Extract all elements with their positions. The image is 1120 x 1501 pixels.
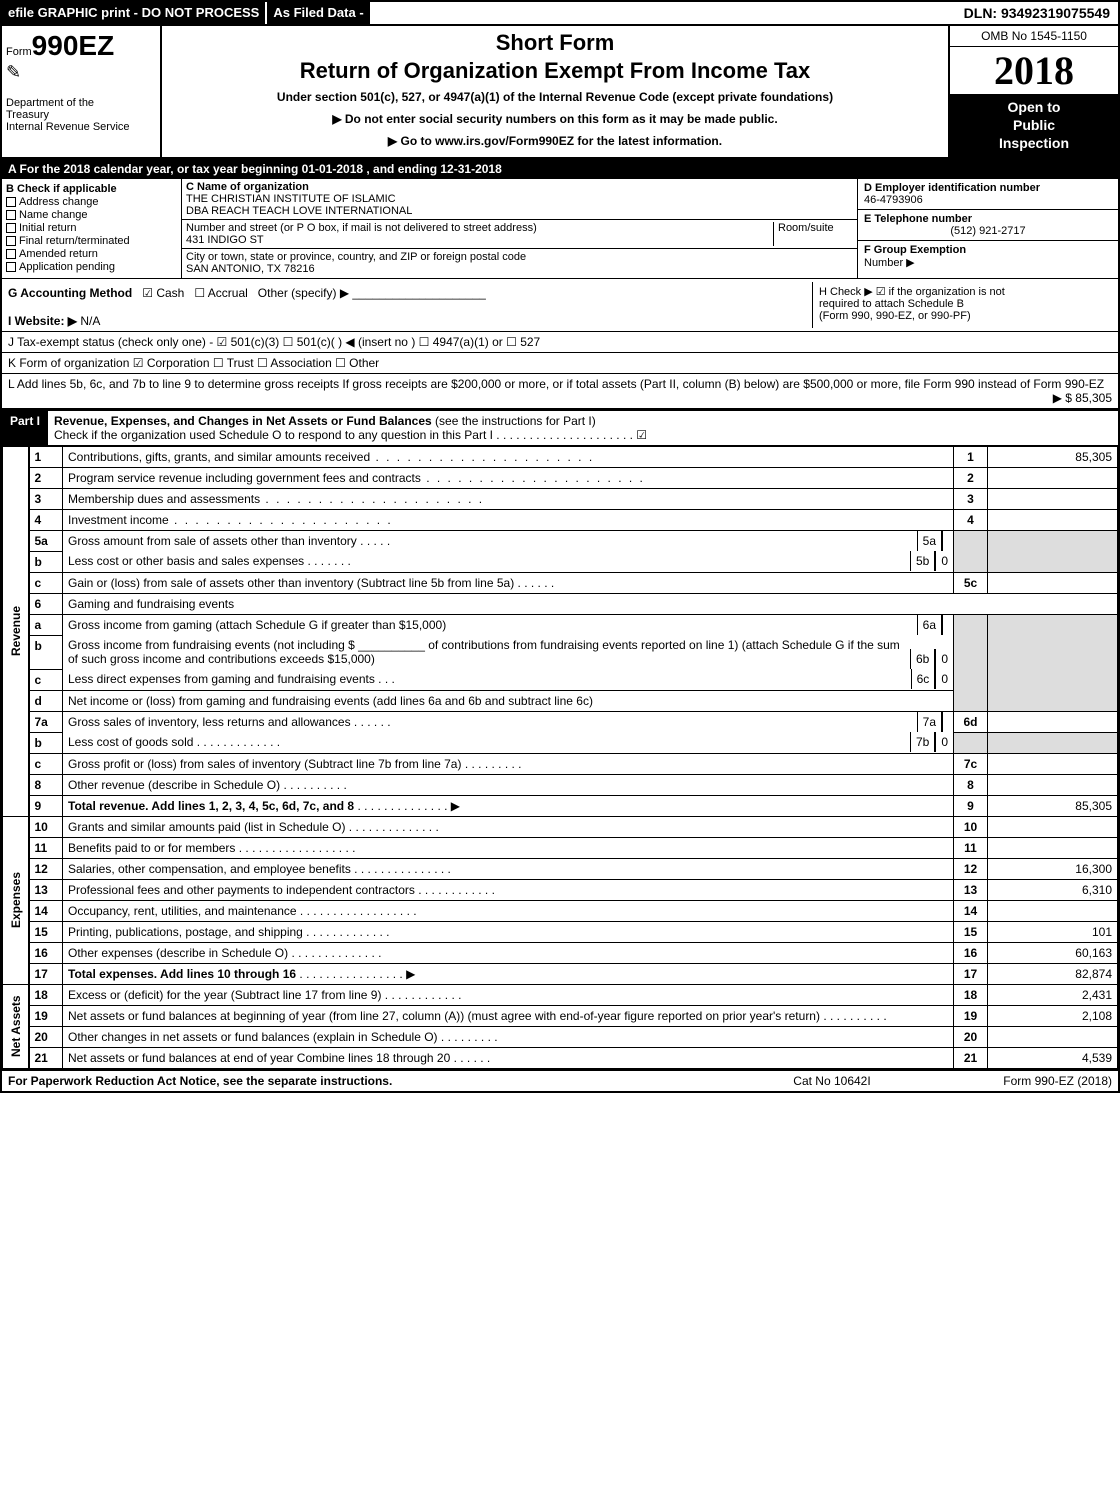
part-1-title: Revenue, Expenses, and Changes in Net As… xyxy=(54,414,432,428)
section-def: D Employer identification number 46-4793… xyxy=(858,179,1118,278)
city-value: SAN ANTONIO, TX 78216 xyxy=(186,263,315,275)
form-number: 990EZ xyxy=(32,30,115,61)
section-c: C Name of organization THE CHRISTIAN INS… xyxy=(182,179,858,278)
as-filed-label: As Filed Data - xyxy=(267,2,369,24)
gross-receipts-amount: 85,305 xyxy=(1075,391,1112,405)
section-b: B Check if applicable Address change Nam… xyxy=(2,179,182,278)
line-1-amount: 85,305 xyxy=(988,446,1118,467)
financial-table: Revenue 1 Contributions, gifts, grants, … xyxy=(2,446,1118,1069)
subtitle: Under section 501(c), 527, or 4947(a)(1)… xyxy=(170,90,940,104)
section-b-title: B Check if applicable xyxy=(6,183,177,195)
title-box: Short Form Return of Organization Exempt… xyxy=(162,26,948,157)
section-h: H Check ▶ ☑ if the organization is not r… xyxy=(812,282,1112,328)
total-expenses-amount: 82,874 xyxy=(988,963,1118,984)
website-label: I Website: ▶ xyxy=(8,314,77,328)
part-1-label: Part I xyxy=(2,411,48,445)
net-assets-eoy-amount: 4,539 xyxy=(988,1047,1118,1068)
goto-link: ▶ Go to www.irs.gov/Form990EZ for the la… xyxy=(170,134,940,148)
group-exemption-label: F Group Exemption xyxy=(864,244,966,256)
group-exemption-number: Number ▶ xyxy=(864,257,915,269)
checkbox-name-change[interactable] xyxy=(6,210,16,220)
row-k: K Form of organization ☑ Corporation ☐ T… xyxy=(8,356,1112,370)
room-suite-label: Room/suite xyxy=(778,222,834,234)
revenue-side-label: Revenue xyxy=(3,446,29,816)
top-bar: efile GRAPHIC print - DO NOT PROCESS As … xyxy=(2,2,1118,26)
section-b-through-f: B Check if applicable Address change Nam… xyxy=(2,179,1118,279)
ssn-warning: ▶ Do not enter social security numbers o… xyxy=(170,112,940,126)
part-1-header: Part I Revenue, Expenses, and Changes in… xyxy=(2,409,1118,446)
dept-line1: Department of the xyxy=(6,97,156,109)
dln-label: DLN: 93492319075549 xyxy=(956,2,1118,24)
phone-value: (512) 921-2717 xyxy=(864,225,1112,237)
accounting-method-label: G Accounting Method xyxy=(8,286,132,300)
website-value: N/A xyxy=(80,314,100,328)
checkbox-amended-return[interactable] xyxy=(6,249,16,259)
checkbox-initial-return[interactable] xyxy=(6,223,16,233)
inspection-notice: Open to Public Inspection xyxy=(950,94,1118,157)
city-label: City or town, state or province, country… xyxy=(186,251,526,263)
checkbox-address-change[interactable] xyxy=(6,197,16,207)
efile-label: efile GRAPHIC print - DO NOT PROCESS xyxy=(2,2,265,24)
short-form-title: Short Form xyxy=(170,30,940,56)
form-page: efile GRAPHIC print - DO NOT PROCESS As … xyxy=(0,0,1120,1093)
form-number-box: Form990EZ ✎ Department of the Treasury I… xyxy=(2,26,162,157)
tax-year: 2018 xyxy=(950,47,1118,94)
row-j: J Tax-exempt status (check only one) - ☑… xyxy=(8,335,1112,349)
ein-label: D Employer identification number xyxy=(864,182,1040,194)
form-prefix: Form xyxy=(6,46,32,58)
checkbox-application-pending[interactable] xyxy=(6,262,16,272)
ein-value: 46-4793906 xyxy=(864,194,923,206)
total-revenue-amount: 85,305 xyxy=(988,795,1118,816)
org-name-label: C Name of organization xyxy=(186,181,309,193)
net-assets-side-label: Net Assets xyxy=(3,984,29,1068)
dept-line3: Internal Revenue Service xyxy=(6,121,156,133)
cat-number: Cat No 10642I xyxy=(732,1074,932,1088)
paperwork-notice: For Paperwork Reduction Act Notice, see … xyxy=(8,1074,732,1088)
checkbox-final-return[interactable] xyxy=(6,236,16,246)
form-page-label: Form 990-EZ (2018) xyxy=(932,1074,1112,1088)
phone-label: E Telephone number xyxy=(864,213,972,225)
form-header: Form990EZ ✎ Department of the Treasury I… xyxy=(2,26,1118,159)
address-label: Number and street (or P O box, if mail i… xyxy=(186,222,537,234)
omb-number: OMB No 1545-1150 xyxy=(950,26,1118,47)
line-1-desc: Contributions, gifts, grants, and simila… xyxy=(63,446,954,467)
row-l: L Add lines 5b, 6c, and 7b to line 9 to … xyxy=(8,377,1112,405)
org-name-1: THE CHRISTIAN INSTITUTE OF ISLAMIC xyxy=(186,193,396,205)
org-name-2: DBA REACH TEACH LOVE INTERNATIONAL xyxy=(186,205,412,217)
year-box: OMB No 1545-1150 2018 Open to Public Ins… xyxy=(948,26,1118,157)
page-footer: For Paperwork Reduction Act Notice, see … xyxy=(2,1069,1118,1091)
street-address: 431 INDIGO ST xyxy=(186,234,264,246)
expenses-side-label: Expenses xyxy=(3,816,29,984)
part-1-check: Check if the organization used Schedule … xyxy=(54,428,647,442)
main-title: Return of Organization Exempt From Incom… xyxy=(170,58,940,84)
line-a: A For the 2018 calendar year, or tax yea… xyxy=(2,159,1118,179)
rows-g-through-l: G Accounting Method ☑ Cash ☐ Accrual Oth… xyxy=(2,279,1118,409)
dept-line2: Treasury xyxy=(6,109,156,121)
